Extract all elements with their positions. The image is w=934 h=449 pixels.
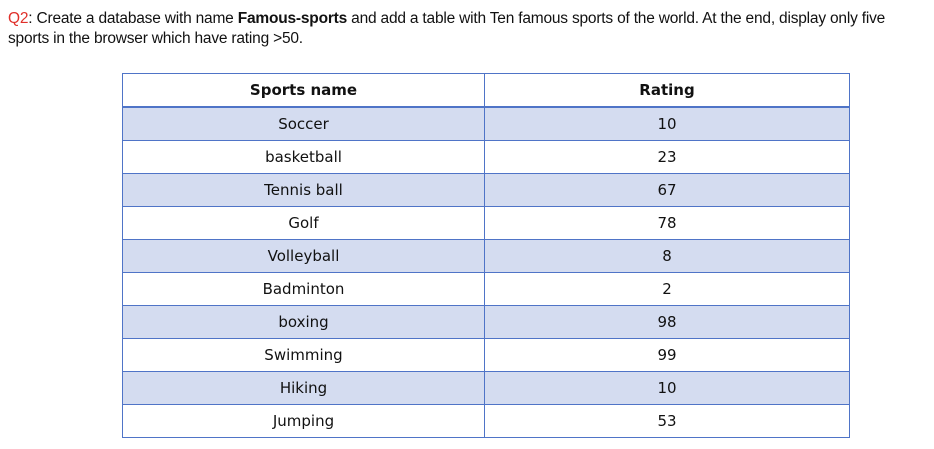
table-row: basketball 23 (122, 140, 850, 174)
sport-name-cell: Swimming (122, 338, 485, 372)
table-row: Tennis ball 67 (122, 173, 850, 207)
rating-cell: 10 (484, 106, 850, 141)
question-text-before: : Create a database with name (28, 10, 238, 27)
rating-cell: 53 (484, 404, 850, 438)
sport-name-cell: Hiking (122, 371, 485, 405)
sport-name-cell: Tennis ball (122, 173, 485, 207)
table-row: Hiking 10 (122, 371, 850, 405)
table-row: Swimming 99 (122, 338, 850, 372)
sport-name-cell: Soccer (122, 106, 485, 141)
rating-cell: 8 (484, 239, 850, 273)
rating-cell: 78 (484, 206, 850, 240)
sport-name-cell: basketball (122, 140, 485, 174)
question-number: Q2 (8, 10, 29, 27)
table-row: Volleyball 8 (122, 239, 850, 273)
sport-name-cell: Jumping (122, 404, 485, 438)
sport-name-cell: Badminton (122, 272, 485, 306)
header-rating: Rating (484, 73, 850, 108)
rating-cell: 98 (484, 305, 850, 339)
rating-cell: 2 (484, 272, 850, 306)
question-text: Q2: Create a database with name Famous-s… (8, 9, 926, 49)
sport-name-cell: Volleyball (122, 239, 485, 273)
table-header-row: Sports name Rating (122, 73, 850, 108)
header-sports-name: Sports name (122, 73, 485, 108)
sports-table: Sports name Rating Soccer 10 basketball … (122, 73, 850, 438)
rating-cell: 10 (484, 371, 850, 405)
table-row: Badminton 2 (122, 272, 850, 306)
table-row: Golf 78 (122, 206, 850, 240)
rating-cell: 67 (484, 173, 850, 207)
sport-name-cell: Golf (122, 206, 485, 240)
rating-cell: 23 (484, 140, 850, 174)
table-row: Jumping 53 (122, 404, 850, 438)
database-name: Famous-sports (237, 10, 348, 27)
question-text-after: and add a table with Ten famous sports o… (8, 10, 886, 47)
table-row: Soccer 10 (122, 106, 850, 141)
sport-name-cell: boxing (122, 305, 485, 339)
rating-cell: 99 (484, 338, 850, 372)
table-row: boxing 98 (122, 305, 850, 339)
